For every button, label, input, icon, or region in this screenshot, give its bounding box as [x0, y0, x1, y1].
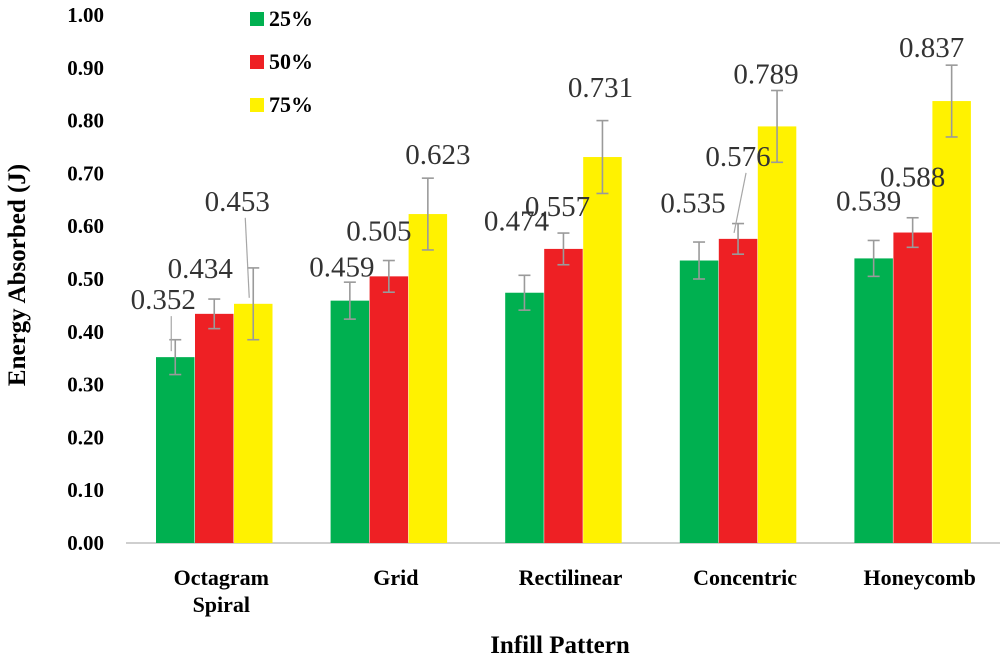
data-label: 0.789 [733, 58, 798, 90]
x-category-label: Octagram [174, 565, 269, 590]
legend-swatch [250, 12, 264, 26]
error-bars [169, 64, 958, 376]
y-tick-label: 0.90 [67, 56, 104, 80]
y-tick-label: 0.20 [67, 425, 104, 449]
x-category-label: Spiral [193, 592, 250, 617]
data-label: 0.837 [899, 32, 964, 64]
bar [369, 276, 409, 543]
data-label: 0.539 [836, 185, 901, 217]
bar [234, 303, 273, 543]
x-category-label: Honeycomb [863, 565, 975, 590]
legend-label: 25% [269, 6, 313, 31]
data-label: 0.557 [525, 191, 590, 223]
bar [583, 157, 622, 544]
label-leader-line [733, 172, 747, 233]
y-tick-label: 0.40 [67, 320, 104, 344]
y-tick-label: 0.30 [67, 373, 104, 397]
y-tick-label: 0.50 [67, 267, 104, 291]
bars [156, 101, 971, 544]
bar [893, 232, 932, 543]
x-category-label: Grid [373, 565, 418, 590]
bar [330, 300, 370, 543]
x-category-label: Concentric [693, 565, 797, 590]
data-label: 0.434 [168, 253, 234, 285]
data-label: 0.459 [309, 252, 374, 284]
legend-swatch [250, 55, 264, 69]
legend-swatch [250, 98, 264, 112]
data-labels: 0.352 0.459 0.474 0.535 0.539 0.434 0.505 0.557… [131, 32, 964, 352]
bar [195, 313, 234, 543]
y-tick-label: 0.10 [67, 478, 104, 502]
data-label: 0.474 [484, 206, 550, 238]
y-tick-label: 0.70 [67, 161, 104, 185]
bar [854, 258, 893, 543]
y-axis-title: Energy Absorbed (J) [4, 164, 31, 386]
y-tick-label: 0.00 [67, 531, 104, 555]
legend-label: 75% [269, 92, 313, 117]
bar [679, 260, 719, 543]
label-leader-line [244, 217, 250, 298]
legend-label: 50% [269, 49, 313, 74]
axes: 0.00 0.10 0.20 0.30 0.40 0.50 0.60 0.70 0.80 0.90… [67, 3, 1000, 617]
bar [505, 292, 544, 543]
legend: 25% 50% 75% [250, 6, 313, 117]
data-label: 0.588 [880, 162, 945, 194]
bar [757, 126, 797, 544]
y-tick-label: 1.00 [67, 3, 104, 27]
data-label: 0.505 [346, 215, 411, 247]
data-label: 0.623 [405, 139, 470, 171]
data-label: 0.535 [660, 188, 725, 220]
x-axis-title: Infill Pattern [490, 632, 630, 659]
bar [718, 238, 758, 543]
x-category-label: Rectilinear [519, 565, 623, 590]
bar [544, 248, 583, 544]
y-tick-label: 0.60 [67, 214, 104, 238]
y-tick-label: 0.80 [67, 109, 104, 133]
bar [156, 357, 195, 543]
data-label: 0.576 [705, 141, 770, 173]
bar [408, 214, 448, 543]
data-label: 0.352 [131, 284, 196, 316]
data-label: 0.731 [568, 72, 633, 104]
bar [932, 101, 971, 544]
data-label: 0.453 [205, 186, 270, 218]
